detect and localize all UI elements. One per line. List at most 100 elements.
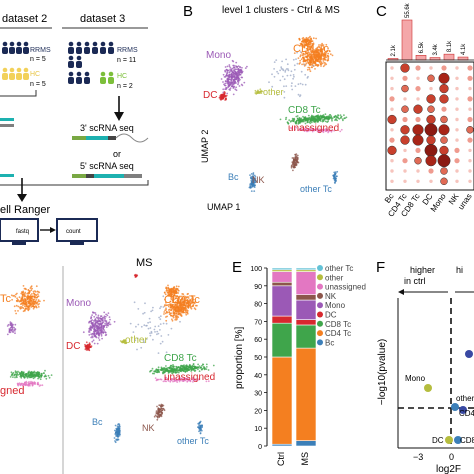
panel-e-letter: E: [232, 259, 242, 276]
e-bar-segment: [295, 271, 317, 295]
right-bc-label: Bc: [92, 417, 103, 427]
bracket-left: [0, 90, 37, 97]
monitor-stand-2: [70, 242, 84, 245]
e-legend-label: CD8 Tc: [325, 320, 351, 329]
cluster-size-label: 55.6k: [405, 2, 411, 18]
e-ytick-label: 100: [250, 266, 262, 273]
dotplot-dot: [390, 86, 394, 91]
f-label-cd8: CD8: [460, 436, 474, 445]
e-legend-label: other Tc: [325, 264, 353, 273]
e-legend-label: other: [325, 273, 344, 282]
e-legend-label: unassigned: [325, 283, 366, 292]
label-unassigned: unassigned: [288, 123, 339, 134]
left-unassigned-label: gned: [0, 385, 24, 397]
label-bc: Bc: [228, 172, 239, 182]
dotplot-dot: [414, 156, 422, 165]
dotplot-dot: [425, 155, 437, 167]
e-bar-segment: [271, 356, 293, 445]
cellranger-label: ell Ranger: [0, 204, 50, 216]
f-xtick-neg3: −3: [413, 452, 423, 462]
read5-seg-1: [72, 174, 86, 178]
person-icon: [76, 41, 82, 54]
e-xticks: Ctrl MS: [276, 452, 310, 466]
flow-arrow-head: [114, 112, 124, 121]
person-icon: [108, 71, 114, 84]
dotplot-dot: [403, 97, 407, 101]
dotplot-dot: [437, 154, 451, 168]
e-ytick-label: 0: [258, 444, 262, 451]
e-ytick-label: 50: [254, 355, 262, 362]
read-bar-left-2: [0, 124, 14, 127]
cluster-cd8: [279, 113, 348, 125]
dotplot-dot: [416, 179, 420, 183]
dotplot-dot: [390, 179, 394, 183]
person-icon: [100, 41, 106, 54]
e-legend-swatch: [317, 302, 323, 309]
dotplot-dot: [439, 83, 449, 94]
person-icon: [16, 67, 22, 80]
dotplot-dot: [401, 84, 409, 93]
dotplot-dot: [440, 115, 448, 124]
seq5-label: 5' scRNA seq: [80, 161, 134, 171]
read-seg-1: [72, 136, 86, 140]
cluster-bc: [113, 423, 121, 444]
dotplot-dot: [387, 145, 397, 156]
rrms-left-n: n = 5: [30, 56, 46, 63]
dotplot-dot: [455, 169, 459, 173]
dotplot-dot: [415, 86, 421, 92]
hc-left-label: HC: [30, 71, 40, 78]
cluster-nk: [290, 153, 300, 172]
dotplot-dot: [403, 179, 407, 183]
umap-title: level 1 clusters - Ctrl & MS: [222, 5, 340, 16]
cluster-size-bar: [457, 56, 469, 61]
dotplot-xtick: unas: [456, 192, 473, 211]
e-legend-swatch: [317, 292, 323, 299]
e-legend-swatch: [317, 330, 323, 337]
read-seg-3: [108, 136, 116, 140]
rrms-left-label: RRMS: [30, 47, 51, 54]
cluster-unassigned: [290, 126, 343, 134]
bracket-right: [0, 180, 149, 186]
e-ytick-label: 70: [254, 319, 262, 326]
dotplot-dot: [429, 179, 433, 183]
e-ytick-label: 80: [254, 302, 262, 309]
e-bar-segment: [271, 281, 293, 287]
cluster-cd4-tip: [163, 284, 181, 301]
e-ytick-label: 10: [254, 426, 262, 433]
dotplot-dot: [389, 137, 395, 143]
dotplot-dot: [454, 147, 460, 153]
read-bar-left-3: [0, 174, 14, 177]
cluster-size-label: 2.1k: [391, 44, 397, 56]
dotplot-dot: [390, 76, 394, 81]
e-xtick: Ctrl: [276, 452, 286, 466]
dotplot-dot: [412, 134, 424, 146]
or-label: or: [113, 149, 121, 159]
dotplot-dot: [387, 114, 397, 125]
dotplot-dot: [455, 138, 459, 142]
cluster-size-bar: [401, 19, 413, 61]
panel-f: F higher in ctrl hi −log10(pvalue) −3 0 …: [376, 259, 474, 474]
e-bar-segment: [295, 294, 317, 301]
dotplot-dot: [440, 136, 448, 144]
monitor-count: [56, 218, 98, 242]
person-icon: [9, 41, 15, 54]
dotplot-dot: [428, 168, 434, 174]
dotplot-dot: [467, 65, 473, 71]
person-icon: [84, 41, 90, 54]
dotplot-dot: [429, 86, 433, 91]
dotplot-dot: [389, 96, 395, 102]
f-point-mono: [424, 384, 432, 392]
f-xlabel: log2F: [436, 464, 461, 474]
cluster-other: [119, 339, 128, 345]
read5-seg-4: [124, 174, 142, 178]
cluster-size-label: 6.5k: [419, 41, 425, 53]
person-icon: [76, 55, 82, 68]
dotplot-dot: [427, 74, 435, 83]
e-ytick-label: 60: [254, 337, 262, 344]
f-point-dc: [445, 436, 453, 444]
cellranger-arrow-head: [17, 194, 27, 202]
dotplot-dot: [468, 107, 472, 111]
dotplot-dot: [426, 114, 436, 125]
